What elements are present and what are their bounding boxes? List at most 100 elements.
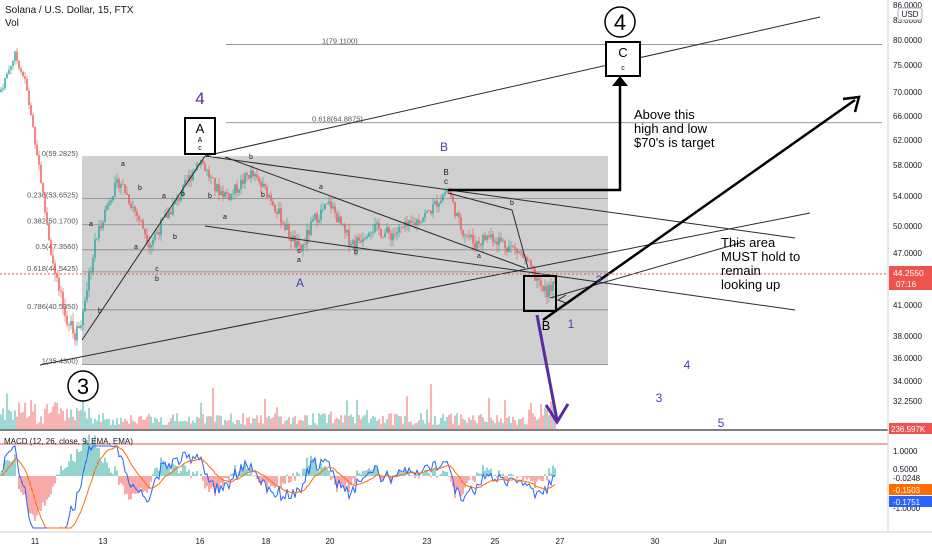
target-note-line-1: Above this xyxy=(634,107,695,122)
volume-bar xyxy=(246,418,248,429)
candle-body xyxy=(344,224,346,233)
volume-bar xyxy=(88,407,90,429)
macd-histogram-bar xyxy=(344,476,346,489)
volume-bar xyxy=(108,419,110,429)
volume-bar xyxy=(304,415,306,429)
price-tick-label: 80.0000 xyxy=(893,36,922,45)
wave-a-sub1: A xyxy=(198,137,203,144)
fib-level-label: 1(79.1100) xyxy=(322,36,358,45)
volume-bar xyxy=(120,417,122,429)
volume-value: 236.597K xyxy=(891,425,926,434)
wave-a-box[interactable] xyxy=(184,117,216,155)
macd-histogram-bar xyxy=(136,476,138,494)
candle-body xyxy=(550,284,552,291)
volume-bar xyxy=(244,424,246,429)
wave-3-circle[interactable] xyxy=(67,370,99,402)
candle-body xyxy=(154,233,156,240)
abc-lower-trendline[interactable] xyxy=(204,225,796,311)
macd-value-2-badge xyxy=(889,484,932,495)
macd-histogram-bar xyxy=(138,476,140,493)
candle-body xyxy=(320,209,322,220)
volume-bar xyxy=(116,418,118,429)
volume-bar xyxy=(250,423,252,429)
candle-body xyxy=(412,222,414,224)
candle-body xyxy=(350,244,352,246)
macd-tick-label: 1.0000 xyxy=(893,447,918,456)
macd-histogram-bar xyxy=(480,473,482,476)
bearish-projection-arrow[interactable] xyxy=(535,314,559,421)
volume-bar xyxy=(372,415,374,429)
hold-pointer-line[interactable] xyxy=(549,242,741,299)
candle-body xyxy=(220,190,222,196)
volume-bar xyxy=(386,419,388,429)
abc-upper-trendline[interactable] xyxy=(204,155,796,239)
macd-histogram-bar xyxy=(118,476,120,485)
upper-channel-line[interactable] xyxy=(204,16,821,157)
volume-bar xyxy=(78,410,80,429)
volume-bar xyxy=(346,400,348,429)
candle-body xyxy=(338,216,340,223)
volume-bar xyxy=(460,414,462,429)
volume-bar xyxy=(474,420,476,429)
volume-bar xyxy=(334,419,336,429)
macd-histogram-bar xyxy=(438,475,440,476)
candle-body xyxy=(60,290,62,292)
fib-retracement-band[interactable] xyxy=(82,158,608,364)
bc-to-b-line[interactable] xyxy=(447,192,513,211)
candle-body xyxy=(142,220,144,229)
b-to-low-line[interactable] xyxy=(511,209,529,269)
volume-bar xyxy=(430,384,432,429)
candle-body xyxy=(178,197,180,201)
volume-bar xyxy=(114,424,116,429)
target-arrow-head xyxy=(612,76,628,86)
macd-histogram-bar xyxy=(232,473,234,476)
wave-3-to-A-line[interactable] xyxy=(81,155,206,341)
macd-histogram-bar xyxy=(196,470,198,476)
minor-label: a xyxy=(319,184,323,191)
target-c-box[interactable] xyxy=(605,41,641,77)
macd-histogram-bar xyxy=(188,469,190,476)
macd-histogram-bar xyxy=(472,476,474,481)
volume-bar xyxy=(358,415,360,429)
symbol-title: Solana / U.S. Dollar, 15, FTX xyxy=(5,5,134,16)
volume-bar xyxy=(338,419,340,429)
minor-label: a xyxy=(297,257,301,264)
target-note: Above this high and low $70's is target xyxy=(634,107,715,150)
volume-bar xyxy=(494,423,496,429)
hold-area-box[interactable] xyxy=(523,275,557,312)
candle-body xyxy=(502,240,504,242)
time-axis-ticks: 11 13 16 18 20 23 25 27 30 Jun xyxy=(31,537,727,546)
macd-histogram-bar xyxy=(330,476,332,480)
lower-channel-line[interactable] xyxy=(39,212,811,366)
minor-label: b xyxy=(261,192,265,199)
bullish-projection-arrow[interactable] xyxy=(542,98,856,322)
macd-histogram-bar xyxy=(128,476,130,500)
purple-wave-a: A xyxy=(296,276,304,290)
volume-bar xyxy=(232,422,234,429)
volume-bar xyxy=(318,413,320,429)
currency-badge[interactable] xyxy=(897,7,923,21)
volume-bar xyxy=(384,422,386,429)
volume-bar xyxy=(500,418,502,429)
volume-bar xyxy=(342,422,344,429)
candle-body xyxy=(134,206,136,212)
candle-body xyxy=(54,263,56,275)
volume-bar xyxy=(376,421,378,429)
candle-body xyxy=(70,320,72,326)
macd-histogram-bar xyxy=(222,476,224,487)
wave-4-circle[interactable] xyxy=(604,6,636,38)
volume-bar xyxy=(210,416,212,429)
macd-histogram-bar xyxy=(248,474,250,476)
macd-histogram-bar xyxy=(148,476,150,490)
price-tick-label: 47.0000 xyxy=(893,249,922,258)
a-to-b-line[interactable] xyxy=(224,156,526,269)
trend-lines[interactable] xyxy=(39,16,821,366)
macd-histogram-bar xyxy=(426,470,428,476)
macd-histogram-bar xyxy=(164,461,166,476)
macd-histogram-bar xyxy=(462,476,464,495)
target-path-arrow[interactable] xyxy=(448,86,622,192)
volume-bar xyxy=(228,420,230,429)
volume-bar xyxy=(360,419,362,429)
candle-body xyxy=(76,325,78,341)
